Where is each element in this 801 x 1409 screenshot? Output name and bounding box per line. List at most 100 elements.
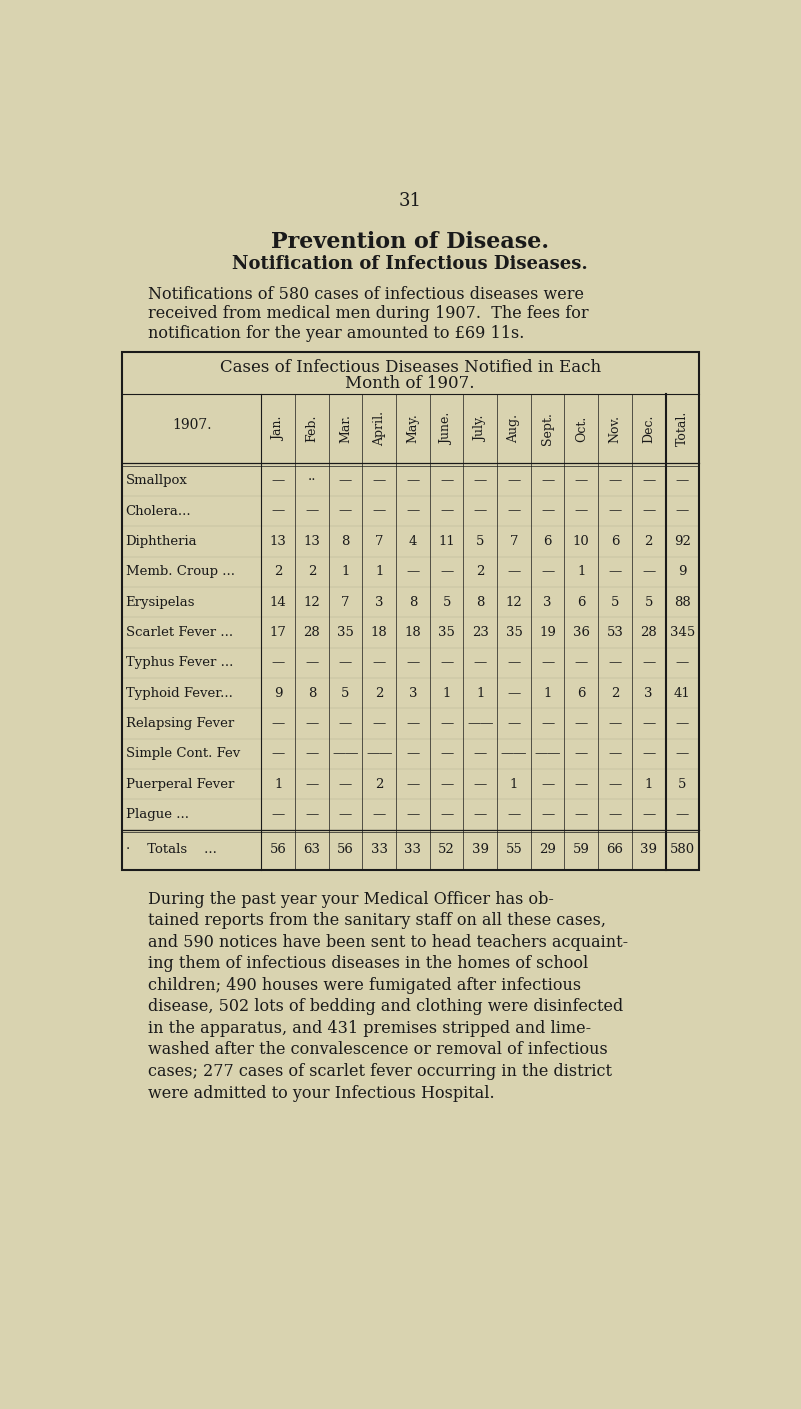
Text: —: — <box>609 504 622 517</box>
Text: —: — <box>541 717 554 730</box>
Text: ——: —— <box>332 747 359 761</box>
Text: 4: 4 <box>409 535 417 548</box>
Text: —: — <box>406 657 420 669</box>
Text: ——: —— <box>467 717 493 730</box>
Text: —: — <box>440 778 453 790</box>
Text: 5: 5 <box>476 535 485 548</box>
Text: Mar.: Mar. <box>339 414 352 442</box>
Text: 66: 66 <box>606 843 623 857</box>
Text: —: — <box>372 657 386 669</box>
Text: —: — <box>473 809 487 821</box>
Text: —: — <box>676 809 689 821</box>
Text: —: — <box>305 809 319 821</box>
Text: April.: April. <box>372 411 386 447</box>
Text: —: — <box>676 747 689 761</box>
Text: —: — <box>609 809 622 821</box>
Text: —: — <box>440 809 453 821</box>
Text: July.: July. <box>473 416 487 442</box>
Text: —: — <box>473 504 487 517</box>
Text: —: — <box>406 504 420 517</box>
Text: 345: 345 <box>670 626 695 638</box>
Text: were admitted to your Infectious Hospital.: were admitted to your Infectious Hospita… <box>148 1085 495 1102</box>
Text: 5: 5 <box>341 686 350 700</box>
Text: Month of 1907.: Month of 1907. <box>345 375 475 392</box>
Text: —: — <box>305 747 319 761</box>
Text: and 590 notices have been sent to head teachers acquaint-: and 590 notices have been sent to head t… <box>148 934 628 951</box>
Text: —: — <box>507 475 521 488</box>
Text: 56: 56 <box>270 843 287 857</box>
Text: 53: 53 <box>606 626 623 638</box>
Text: 28: 28 <box>304 626 320 638</box>
Text: 7: 7 <box>509 535 518 548</box>
Text: Cases of Infectious Diseases Notified in Each: Cases of Infectious Diseases Notified in… <box>219 359 601 376</box>
Text: ing them of infectious diseases in the homes of school: ing them of infectious diseases in the h… <box>148 955 589 972</box>
Text: 2: 2 <box>375 778 384 790</box>
Text: 13: 13 <box>270 535 287 548</box>
Text: —: — <box>406 717 420 730</box>
Text: 1: 1 <box>476 686 485 700</box>
Text: 2: 2 <box>274 565 283 578</box>
Text: Typhus Fever ...: Typhus Fever ... <box>126 657 233 669</box>
Text: 41: 41 <box>674 686 690 700</box>
Text: 10: 10 <box>573 535 590 548</box>
Text: —: — <box>272 475 285 488</box>
Text: 9: 9 <box>678 565 686 578</box>
Text: Dec.: Dec. <box>642 414 655 442</box>
Text: 35: 35 <box>505 626 522 638</box>
Text: Feb.: Feb. <box>305 414 318 442</box>
Text: Diphtheria: Diphtheria <box>126 535 197 548</box>
Text: —: — <box>507 657 521 669</box>
Text: 63: 63 <box>304 843 320 857</box>
Text: in the apparatus, and 431 premises stripped and lime-: in the apparatus, and 431 premises strip… <box>148 1020 591 1037</box>
Text: —: — <box>406 747 420 761</box>
Text: —: — <box>440 657 453 669</box>
Text: 56: 56 <box>337 843 354 857</box>
Text: —: — <box>642 504 655 517</box>
Text: Typhoid Fever...: Typhoid Fever... <box>126 686 232 700</box>
Text: 2: 2 <box>645 535 653 548</box>
Text: —: — <box>339 717 352 730</box>
Text: —: — <box>372 475 386 488</box>
Text: Simple Cont. Fev: Simple Cont. Fev <box>126 747 240 761</box>
Text: —: — <box>642 717 655 730</box>
Text: 28: 28 <box>640 626 657 638</box>
Text: 8: 8 <box>476 596 485 609</box>
Text: 5: 5 <box>678 778 686 790</box>
Text: —: — <box>406 809 420 821</box>
Text: 52: 52 <box>438 843 455 857</box>
Text: Smallpox: Smallpox <box>126 475 187 488</box>
Text: —: — <box>541 657 554 669</box>
Text: 7: 7 <box>375 535 384 548</box>
Text: ——: —— <box>366 747 392 761</box>
Text: 1: 1 <box>543 686 552 700</box>
Text: During the past year your Medical Officer has ob-: During the past year your Medical Office… <box>148 890 554 907</box>
Text: 11: 11 <box>438 535 455 548</box>
Text: —: — <box>507 504 521 517</box>
Text: 5: 5 <box>611 596 619 609</box>
Text: —: — <box>676 657 689 669</box>
Text: 3: 3 <box>375 596 384 609</box>
Text: —: — <box>272 657 285 669</box>
Text: 14: 14 <box>270 596 287 609</box>
Text: —: — <box>609 657 622 669</box>
Text: 39: 39 <box>472 843 489 857</box>
Text: 13: 13 <box>304 535 320 548</box>
Text: —: — <box>339 809 352 821</box>
Text: —: — <box>507 809 521 821</box>
Text: 1: 1 <box>578 565 586 578</box>
Text: 33: 33 <box>405 843 421 857</box>
Text: 33: 33 <box>371 843 388 857</box>
Text: 2: 2 <box>476 565 485 578</box>
Bar <box>122 352 699 869</box>
Text: Aug.: Aug. <box>508 414 521 442</box>
Text: 1907.: 1907. <box>172 417 211 431</box>
Text: 59: 59 <box>573 843 590 857</box>
Text: —: — <box>574 717 588 730</box>
Text: —: — <box>305 657 319 669</box>
Text: —: — <box>609 475 622 488</box>
Text: —: — <box>609 747 622 761</box>
Text: 2: 2 <box>375 686 384 700</box>
Text: —: — <box>440 475 453 488</box>
Text: —: — <box>574 475 588 488</box>
Text: —: — <box>339 475 352 488</box>
